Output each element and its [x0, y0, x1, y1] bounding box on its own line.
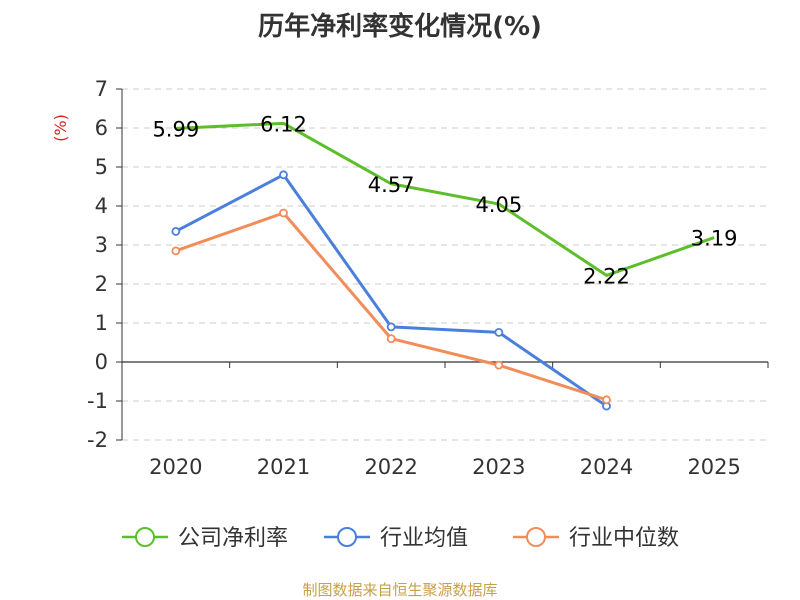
data-label: 2.22 — [583, 264, 630, 288]
y-tick-label: 0 — [95, 350, 108, 374]
data-label: 4.57 — [368, 173, 415, 197]
data-point — [171, 246, 181, 256]
legend-swatch-marker — [337, 527, 357, 547]
data-point — [279, 208, 288, 218]
series-line — [175, 173, 608, 408]
data-point — [494, 360, 504, 370]
data-point — [279, 170, 288, 180]
series-line — [175, 121, 715, 277]
y-axis-unit-label: (%) — [51, 114, 70, 142]
x-tick-label: 2021 — [257, 455, 310, 479]
y-tick-label: -2 — [87, 428, 108, 452]
y-tick-label: 4 — [95, 194, 108, 218]
legend-swatch-marker — [135, 527, 155, 547]
y-tick-label: 1 — [95, 311, 108, 335]
legend-item-label[interactable]: 行业中位数 — [569, 526, 679, 551]
y-tick-label: 6 — [95, 116, 108, 140]
legend-swatch-marker — [526, 527, 546, 547]
legend-item-label[interactable]: 公司净利率 — [178, 526, 288, 551]
data-point — [602, 395, 611, 405]
series-line — [175, 211, 607, 402]
data-labels: 5.99 6.12 4.57 4.05 2.22 3.19 — [152, 112, 737, 288]
y-tick-label: 7 — [95, 77, 108, 101]
source-note: 制图数据来自恒生聚源数据库 — [302, 581, 498, 599]
legend-item-label[interactable]: 行业均值 — [380, 526, 468, 551]
data-label: 5.99 — [152, 117, 199, 141]
y-tick-label: 5 — [95, 155, 108, 179]
series-lines — [171, 121, 715, 411]
axes: 7 6 5 4 3 2 1 0 -1 -2 2020 2021 2022 2023 2024 2025 — [87, 77, 769, 479]
y-tick-label: 2 — [95, 272, 108, 296]
x-tick-label: 2025 — [687, 455, 740, 479]
legend[interactable]: 公司净利率 行业均值 行业中位数 — [122, 526, 679, 551]
x-tick-label: 2024 — [580, 455, 633, 479]
data-label: 6.12 — [260, 112, 307, 136]
chart-title: 历年净利率变化情况(%) — [258, 12, 542, 42]
data-label: 3.19 — [691, 227, 738, 251]
data-point — [171, 226, 181, 236]
grid-lines — [122, 88, 768, 441]
data-label: 4.05 — [475, 193, 522, 217]
data-point — [494, 327, 504, 337]
y-tick-label: 3 — [95, 233, 108, 257]
data-point — [386, 322, 396, 332]
data-point — [386, 334, 396, 344]
y-tick-label: -1 — [87, 389, 108, 413]
x-tick-label: 2023 — [472, 455, 525, 479]
x-tick-label: 2020 — [149, 455, 202, 479]
x-tick-label: 2022 — [364, 455, 417, 479]
